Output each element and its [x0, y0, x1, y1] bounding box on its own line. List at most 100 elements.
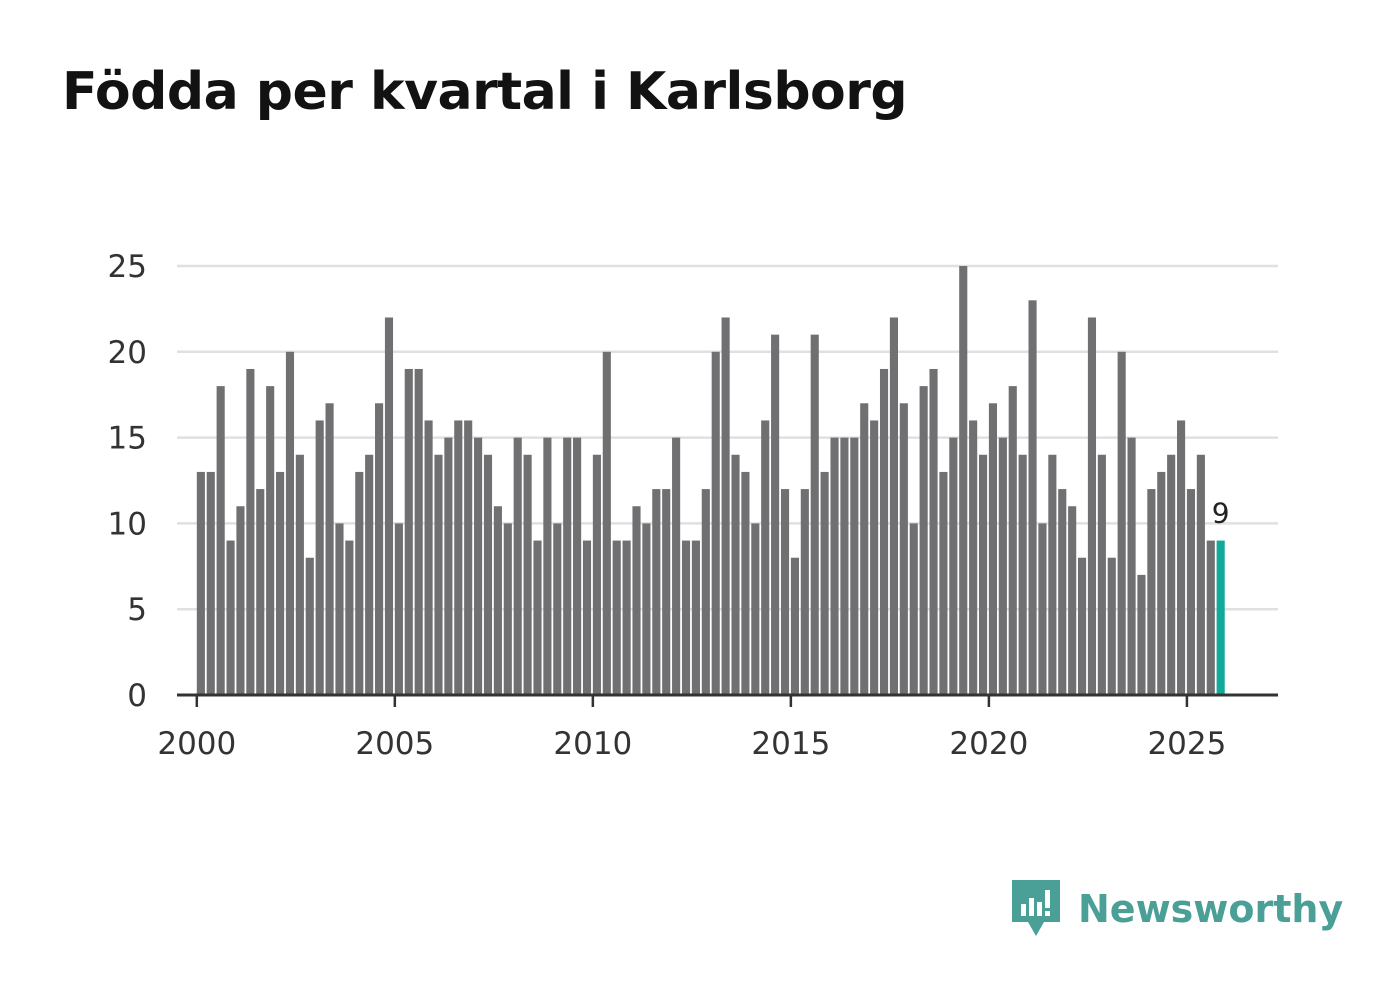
- bar-2019-q3: [969, 420, 978, 695]
- bar-2025-q2: [1196, 454, 1205, 695]
- bars: [196, 266, 1225, 695]
- bar-2022-q1: [1068, 506, 1077, 695]
- bar-2019-q4: [978, 454, 988, 695]
- bar-2012-q2: [681, 540, 691, 695]
- y-tick-label-0: 0: [127, 678, 147, 714]
- x-tick-label-2010: 2010: [553, 726, 632, 762]
- bar-2024-q3: [1167, 454, 1176, 695]
- bar-2007-q2: [483, 454, 493, 695]
- bar-2013-q4: [741, 471, 750, 695]
- bar-2006-q3: [454, 420, 463, 695]
- x-tick-label-2020: 2020: [949, 726, 1028, 762]
- bar-2010-q2: [602, 351, 611, 695]
- bar-2016-q2: [840, 437, 849, 695]
- bar-2020-q3: [1008, 386, 1017, 695]
- bar-2001-q1: [236, 506, 245, 695]
- bar-2006-q2: [444, 437, 453, 695]
- bar-2011-q2: [642, 523, 651, 695]
- bar-2023-q3: [1127, 437, 1136, 695]
- bar-2018-q3: [929, 368, 938, 695]
- bar-2011-q1: [632, 506, 641, 695]
- bar-2020-q1: [988, 403, 998, 695]
- bar-2013-q3: [731, 454, 740, 695]
- y-tick-label-15: 15: [108, 421, 147, 457]
- bar-2020-q2: [998, 437, 1007, 695]
- bar-2015-q3: [810, 334, 819, 695]
- chart-title: Födda per kvartal i Karlsborg: [62, 62, 908, 122]
- bar-2018-q1: [909, 523, 918, 695]
- bar-2019-q1: [949, 437, 958, 695]
- bar-2023-q1: [1107, 557, 1116, 695]
- bar-2010-q3: [612, 540, 621, 695]
- bar-2015-q4: [820, 471, 829, 695]
- bar-2009-q1: [553, 523, 562, 695]
- bar-2003-q1: [315, 420, 324, 695]
- bar-2004-q2: [365, 454, 374, 695]
- y-tick-label-25: 25: [108, 249, 147, 285]
- y-tick-label-10: 10: [108, 506, 147, 542]
- bar-2008-q3: [533, 540, 542, 695]
- bar-2021-q2: [1038, 523, 1047, 695]
- bar-2015-q1: [790, 557, 799, 695]
- bar-2018-q2: [919, 386, 928, 695]
- bar-2000-q1: [196, 471, 205, 695]
- bar-2003-q4: [345, 540, 354, 695]
- bar-2014-q4: [780, 489, 790, 695]
- bar-2002-q3: [295, 454, 304, 695]
- bar-2013-q1: [711, 351, 720, 695]
- bar-2003-q3: [335, 523, 344, 695]
- x-tick-label-2000: 2000: [157, 726, 236, 762]
- bar-2025-q4: [1216, 540, 1225, 695]
- bar-2017-q1: [870, 420, 879, 695]
- bar-2011-q3: [652, 489, 661, 695]
- bar-2012-q1: [672, 437, 681, 695]
- bar-2004-q4: [384, 317, 394, 695]
- bar-2007-q3: [493, 506, 502, 695]
- bar-2002-q4: [305, 557, 314, 695]
- bar-2014-q1: [751, 523, 760, 695]
- bar-2012-q4: [701, 489, 710, 695]
- bar-2020-q4: [1018, 454, 1027, 695]
- bar-2024-q1: [1147, 489, 1156, 695]
- bar-2009-q3: [573, 437, 582, 695]
- bar-2008-q2: [523, 454, 532, 695]
- brand: Newsworthy: [1010, 878, 1343, 940]
- bar-2008-q1: [513, 437, 522, 695]
- bar-2025-q3: [1206, 540, 1215, 695]
- bar-2017-q3: [889, 317, 898, 695]
- bar-2001-q3: [256, 489, 265, 695]
- bar-2019-q2: [959, 266, 968, 695]
- bar-2016-q1: [830, 437, 839, 695]
- bar-2000-q4: [226, 540, 235, 695]
- bar-2016-q4: [860, 403, 869, 695]
- bar-2005-q4: [424, 420, 433, 695]
- bar-2024-q2: [1157, 471, 1166, 695]
- y-tick-label-20: 20: [108, 335, 147, 371]
- bar-2017-q4: [899, 403, 908, 695]
- bar-2001-q2: [246, 368, 255, 695]
- bar-2007-q4: [503, 523, 512, 695]
- bar-2011-q4: [662, 489, 671, 695]
- bar-2017-q2: [879, 368, 889, 695]
- bar-2022-q2: [1078, 557, 1087, 695]
- bar-2005-q2: [404, 368, 413, 695]
- brand-name: Newsworthy: [1078, 887, 1344, 931]
- bar-2006-q4: [464, 420, 473, 695]
- bar-2005-q3: [414, 368, 423, 695]
- bar-2002-q1: [276, 471, 285, 695]
- bar-2014-q3: [771, 334, 780, 695]
- bar-2018-q4: [939, 471, 948, 695]
- bar-2021-q3: [1048, 454, 1057, 695]
- bar-2021-q4: [1058, 489, 1067, 695]
- bar-2008-q4: [543, 437, 552, 695]
- bar-2000-q3: [216, 386, 225, 695]
- bar-2022-q3: [1087, 317, 1097, 695]
- bar-2014-q2: [761, 420, 770, 695]
- bar-2007-q1: [474, 437, 483, 695]
- bar-2001-q4: [266, 386, 275, 695]
- x-tick-label-2025: 2025: [1147, 726, 1226, 762]
- bar-2016-q3: [850, 437, 859, 695]
- bar-2004-q1: [355, 471, 364, 695]
